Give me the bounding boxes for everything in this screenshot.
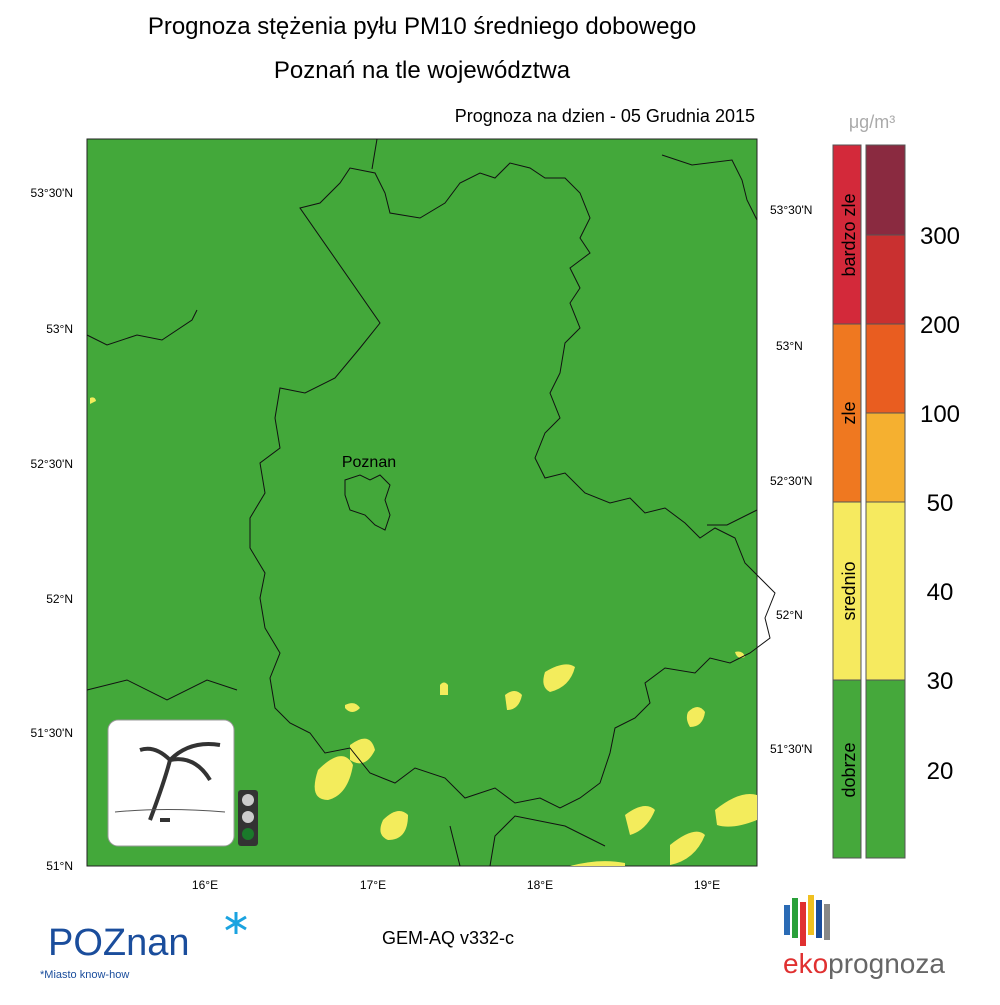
- lat-label: 51°30'N: [31, 726, 73, 740]
- lon-label: 16°E: [192, 878, 218, 892]
- lat-label: 53°N: [776, 339, 803, 353]
- title: Prognoza stężenia pyłu PM10 średniego do…: [148, 13, 696, 40]
- tagline: *Miasto know-how: [40, 969, 129, 981]
- city-label: Poznan: [342, 454, 396, 471]
- logo-text: POZnan: [48, 922, 190, 964]
- logo-part: eko: [783, 948, 828, 979]
- lat-label: 52°30'N: [31, 457, 73, 471]
- category: dobrze: [839, 742, 859, 797]
- lat-label: 51°30'N: [770, 742, 812, 756]
- lat-label: 52°N: [46, 592, 73, 606]
- lon-label: 18°E: [527, 878, 553, 892]
- logo-text: ekoprognoza: [783, 948, 945, 979]
- scale-value: 200: [920, 312, 960, 339]
- lat-label: 52°N: [776, 608, 803, 622]
- model-label: GEM-AQ v332-c: [382, 928, 514, 948]
- poznan-logo: POZnan *Miasto know-how: [40, 912, 247, 981]
- scale-value: 300: [920, 223, 960, 250]
- scale-value: 30: [927, 668, 954, 695]
- lon-label: 19°E: [694, 878, 720, 892]
- lon-label: 17°E: [360, 878, 386, 892]
- lat-label: 53°30'N: [31, 186, 73, 200]
- scale-value: 50: [927, 490, 954, 517]
- scale-value: 100: [920, 401, 960, 428]
- lat-label: 52°30'N: [770, 474, 812, 488]
- category: bardzo zle: [839, 193, 859, 276]
- logo-part: prognoza: [828, 948, 945, 979]
- ekoprognoza-logo: ekoprognoza: [783, 895, 945, 979]
- category: zle: [839, 401, 859, 424]
- lat-label: 53°N: [46, 322, 73, 336]
- lon-labels: 16°E 17°E 18°E 19°E: [192, 878, 720, 892]
- lat-label: 51°N: [46, 859, 73, 873]
- lat-right: 53°30'N 53°N 52°30'N 52°N 51°30'N: [770, 203, 812, 756]
- category: srednio: [839, 561, 859, 620]
- forecast-date: Prognoza na dzien - 05 Grudnia 2015: [455, 106, 755, 126]
- lat-left: 53°30'N 53°N 52°30'N 52°N 51°30'N 51°N: [31, 186, 73, 873]
- subtitle: Poznań na tle województwa: [274, 57, 571, 84]
- unit: μg/m³: [849, 112, 895, 132]
- lat-label: 53°30'N: [770, 203, 812, 217]
- weather-icon: [107, 719, 258, 847]
- legend: μg/m³ bardzo zle zle srednio dobrze 300 …: [832, 112, 960, 859]
- scale-value: 20: [927, 758, 954, 785]
- scale-value: 40: [927, 579, 954, 606]
